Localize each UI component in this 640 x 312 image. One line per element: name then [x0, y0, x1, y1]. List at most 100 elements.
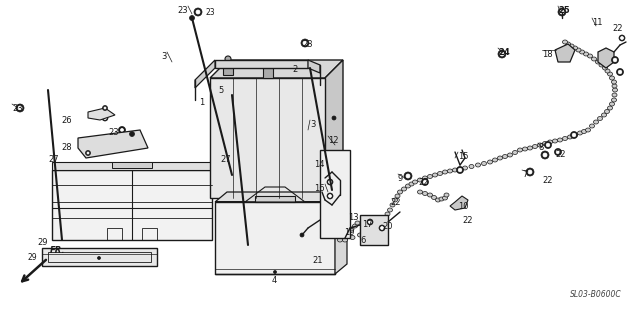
- Ellipse shape: [444, 193, 449, 197]
- Ellipse shape: [609, 102, 614, 106]
- Ellipse shape: [433, 173, 438, 177]
- Ellipse shape: [607, 72, 612, 76]
- Ellipse shape: [406, 184, 410, 188]
- Ellipse shape: [577, 131, 582, 135]
- Text: 4: 4: [272, 276, 277, 285]
- Ellipse shape: [365, 230, 370, 233]
- Text: 23: 23: [12, 104, 22, 113]
- Circle shape: [332, 116, 336, 120]
- Ellipse shape: [358, 233, 362, 237]
- Ellipse shape: [397, 190, 403, 194]
- Polygon shape: [450, 196, 468, 210]
- Ellipse shape: [611, 98, 616, 102]
- Ellipse shape: [566, 42, 570, 46]
- Text: 19: 19: [344, 228, 355, 237]
- Circle shape: [87, 152, 89, 154]
- Bar: [360, 215, 388, 245]
- Ellipse shape: [428, 193, 433, 197]
- Circle shape: [619, 35, 625, 41]
- Ellipse shape: [513, 150, 518, 154]
- Circle shape: [300, 233, 304, 237]
- Ellipse shape: [447, 169, 452, 173]
- Text: 23: 23: [205, 8, 214, 17]
- Polygon shape: [335, 192, 347, 274]
- Circle shape: [97, 256, 100, 260]
- Polygon shape: [52, 162, 212, 170]
- Circle shape: [273, 271, 276, 274]
- Circle shape: [379, 225, 385, 231]
- Ellipse shape: [563, 40, 568, 44]
- Ellipse shape: [342, 238, 348, 242]
- Text: 17: 17: [362, 220, 372, 229]
- Text: 18: 18: [542, 50, 552, 59]
- Circle shape: [546, 143, 550, 147]
- Circle shape: [381, 227, 383, 230]
- Ellipse shape: [557, 138, 563, 142]
- Ellipse shape: [593, 120, 598, 124]
- Polygon shape: [112, 162, 152, 168]
- Ellipse shape: [435, 198, 440, 202]
- Ellipse shape: [442, 170, 447, 174]
- Circle shape: [327, 193, 333, 199]
- Ellipse shape: [611, 80, 616, 84]
- Circle shape: [422, 178, 429, 186]
- Circle shape: [528, 170, 532, 174]
- Ellipse shape: [349, 227, 354, 231]
- Ellipse shape: [576, 48, 581, 52]
- Ellipse shape: [390, 203, 395, 207]
- Circle shape: [189, 16, 195, 21]
- Ellipse shape: [350, 236, 355, 240]
- Polygon shape: [325, 60, 343, 198]
- Circle shape: [556, 150, 560, 154]
- Polygon shape: [42, 248, 157, 266]
- Ellipse shape: [385, 212, 390, 216]
- Ellipse shape: [401, 187, 406, 191]
- Circle shape: [104, 116, 106, 119]
- Text: 22: 22: [542, 176, 552, 185]
- Polygon shape: [78, 130, 148, 158]
- Text: 15: 15: [458, 152, 468, 161]
- Ellipse shape: [458, 167, 463, 171]
- Text: 23: 23: [108, 128, 118, 137]
- Text: 21: 21: [312, 256, 323, 265]
- Polygon shape: [195, 60, 215, 88]
- Ellipse shape: [527, 146, 532, 150]
- Circle shape: [423, 180, 427, 184]
- Text: 23: 23: [177, 6, 188, 15]
- Ellipse shape: [417, 190, 422, 194]
- Circle shape: [18, 106, 22, 110]
- Ellipse shape: [605, 69, 610, 73]
- Ellipse shape: [589, 124, 595, 128]
- Circle shape: [543, 153, 547, 157]
- Circle shape: [611, 56, 618, 64]
- Ellipse shape: [532, 144, 538, 149]
- Text: 25: 25: [558, 6, 570, 15]
- Ellipse shape: [569, 44, 574, 48]
- Ellipse shape: [586, 128, 591, 132]
- Polygon shape: [215, 60, 308, 68]
- Text: 8: 8: [538, 143, 543, 152]
- Ellipse shape: [579, 50, 584, 54]
- Text: 11: 11: [592, 18, 602, 27]
- Ellipse shape: [612, 93, 617, 97]
- Ellipse shape: [409, 182, 414, 186]
- Circle shape: [118, 126, 125, 134]
- Polygon shape: [308, 60, 320, 73]
- Text: 26: 26: [61, 116, 72, 125]
- Text: 20: 20: [382, 222, 392, 231]
- Polygon shape: [255, 196, 295, 202]
- Ellipse shape: [612, 84, 617, 88]
- Text: 7: 7: [522, 170, 527, 179]
- Circle shape: [129, 131, 134, 137]
- Polygon shape: [215, 202, 335, 274]
- Ellipse shape: [598, 116, 602, 120]
- Circle shape: [618, 70, 622, 74]
- Text: SL03-B0600C: SL03-B0600C: [570, 290, 621, 299]
- Text: 22: 22: [612, 24, 623, 33]
- Ellipse shape: [337, 238, 342, 242]
- Circle shape: [327, 179, 333, 185]
- Polygon shape: [555, 44, 575, 62]
- Circle shape: [303, 41, 307, 45]
- Ellipse shape: [584, 52, 589, 56]
- Ellipse shape: [417, 178, 422, 182]
